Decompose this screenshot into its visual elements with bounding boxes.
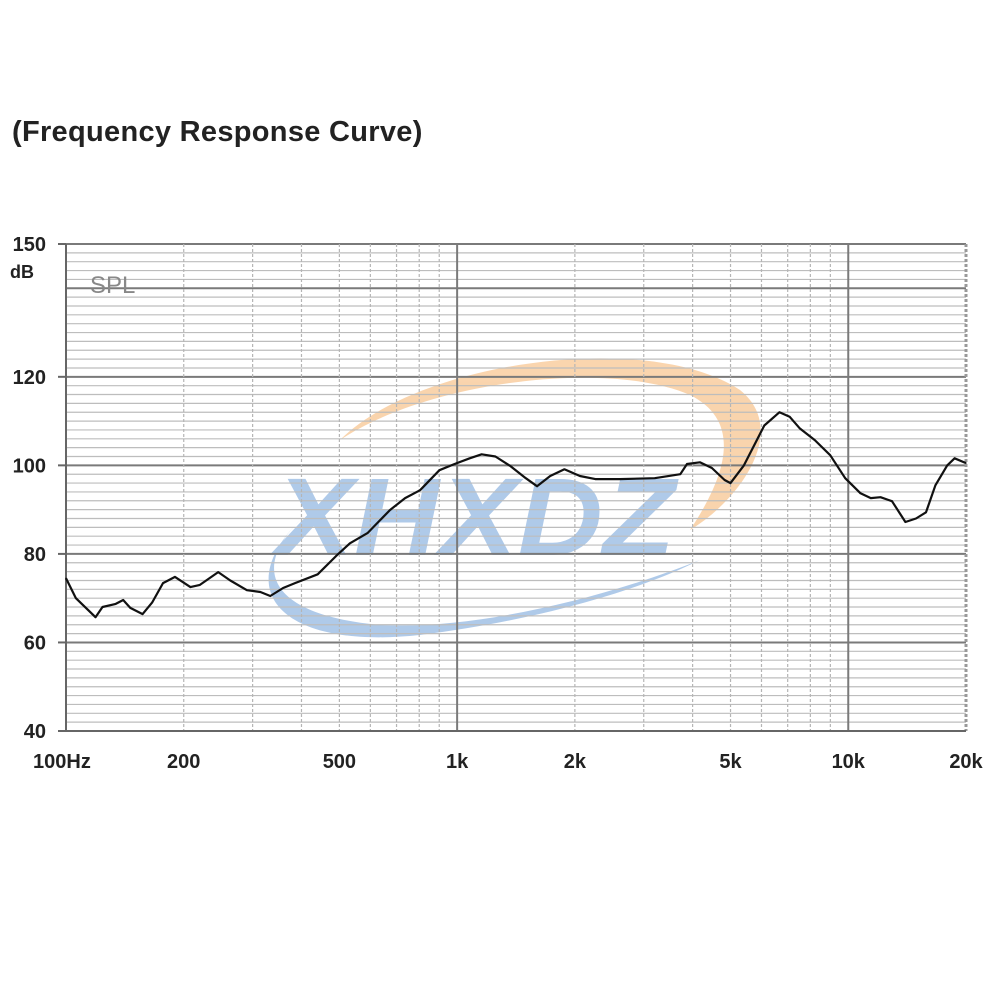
data-point xyxy=(789,416,791,418)
data-point xyxy=(525,477,527,479)
data-point xyxy=(294,582,296,584)
y-tick-label: 60 xyxy=(24,632,46,654)
data-point xyxy=(129,607,131,609)
data-point xyxy=(763,424,765,427)
data-point xyxy=(162,582,164,584)
data-point xyxy=(686,463,688,465)
data-point xyxy=(349,542,351,544)
data-point xyxy=(579,475,581,477)
watermark-text: XHXDZ xyxy=(269,456,680,579)
data-point xyxy=(438,469,441,471)
data-point xyxy=(953,457,956,459)
x-tick-label: 5k xyxy=(719,751,742,773)
x-tick-label: 1k xyxy=(446,751,469,773)
x-tick-label: 20k xyxy=(949,751,983,773)
data-point xyxy=(946,464,948,466)
data-point xyxy=(934,484,936,486)
data-point xyxy=(814,439,816,441)
data-point xyxy=(317,573,319,575)
data-point xyxy=(844,477,846,479)
data-point xyxy=(189,586,192,588)
data-point xyxy=(404,497,406,499)
data-point xyxy=(870,497,872,499)
watermark-logo: XHXDZ xyxy=(268,358,761,638)
data-point xyxy=(563,468,565,470)
x-tick-label: 500 xyxy=(323,751,356,773)
data-point xyxy=(654,477,656,479)
x-tick-label: 100Hz xyxy=(33,751,91,773)
data-point xyxy=(925,511,927,513)
data-point xyxy=(217,571,219,573)
data-point xyxy=(743,464,745,466)
data-point xyxy=(453,463,456,465)
data-point xyxy=(536,485,538,487)
y-tick-label: 80 xyxy=(24,544,46,566)
data-point xyxy=(904,521,907,523)
data-point xyxy=(799,427,801,429)
data-point xyxy=(174,576,176,578)
data-point xyxy=(879,496,882,498)
data-point xyxy=(778,411,781,413)
y-axis-label: dB xyxy=(10,262,34,282)
data-point xyxy=(549,475,551,477)
data-point xyxy=(891,500,893,502)
data-point xyxy=(494,455,497,458)
data-point xyxy=(829,454,831,456)
y-tick-label: 120 xyxy=(13,367,46,389)
series-label-spl: SPL xyxy=(90,272,135,299)
data-point xyxy=(115,603,117,605)
data-point xyxy=(335,555,337,557)
watermark-swoosh-blue xyxy=(268,520,700,638)
data-point xyxy=(366,532,369,534)
data-point xyxy=(151,602,153,604)
data-point xyxy=(94,616,97,618)
data-point xyxy=(619,478,621,480)
data-point xyxy=(729,482,732,484)
data-point xyxy=(711,467,713,469)
data-point xyxy=(101,606,104,608)
data-point xyxy=(469,457,471,459)
chart-title: (Frequency Response Curve) xyxy=(12,116,423,148)
data-point xyxy=(594,478,596,480)
data-point xyxy=(481,453,483,455)
data-point xyxy=(259,591,261,593)
x-tick-label: 10k xyxy=(832,751,866,773)
data-point xyxy=(282,587,284,589)
data-point xyxy=(122,599,124,601)
data-point xyxy=(199,584,201,586)
data-point xyxy=(699,461,701,463)
data-point xyxy=(859,492,862,494)
y-tick-label: 40 xyxy=(24,721,46,743)
data-point xyxy=(915,517,917,520)
data-point xyxy=(75,597,77,599)
y-tick-label: 150 xyxy=(13,234,46,256)
data-point xyxy=(679,473,681,475)
data-point xyxy=(65,577,67,579)
data-point xyxy=(142,613,144,615)
data-point xyxy=(419,489,421,491)
x-tick-label: 2k xyxy=(564,751,587,773)
data-point xyxy=(510,465,512,467)
data-point xyxy=(389,509,391,511)
data-point xyxy=(965,462,967,464)
y-tick-label: 100 xyxy=(13,455,46,477)
data-point xyxy=(724,479,726,481)
x-tick-label: 200 xyxy=(167,751,200,773)
series-line-spl xyxy=(65,411,967,619)
data-point xyxy=(246,589,248,591)
data-point xyxy=(229,579,231,582)
data-point xyxy=(269,595,271,597)
